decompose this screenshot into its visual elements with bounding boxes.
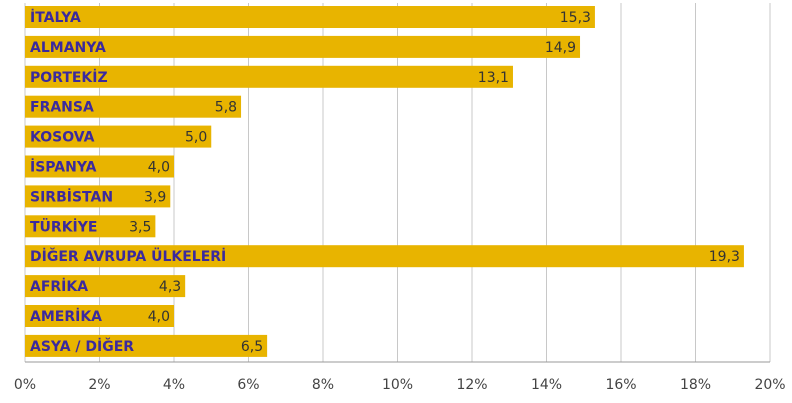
- value-label: 4,0: [148, 309, 170, 325]
- value-label: 4,0: [148, 160, 170, 176]
- x-tick-label: 10%: [382, 377, 413, 393]
- value-label: 19,3: [709, 249, 740, 265]
- bar: [25, 155, 174, 178]
- category-label: İTALYA: [30, 9, 81, 26]
- value-label: 3,5: [129, 219, 151, 235]
- value-label: 5,8: [215, 100, 237, 116]
- bar: [25, 95, 242, 118]
- bar: [25, 125, 212, 148]
- bar: [25, 275, 186, 298]
- bar: [25, 35, 581, 58]
- category-label: ASYA / DİĞER: [30, 337, 134, 355]
- value-label: 4,3: [159, 279, 181, 295]
- x-tick-label: 4%: [163, 377, 185, 393]
- x-tick-label: 14%: [531, 377, 562, 393]
- value-label: 14,9: [545, 40, 576, 56]
- bar: [25, 185, 171, 208]
- category-label: İSPANYA: [30, 159, 97, 176]
- x-tick-label: 12%: [456, 377, 487, 393]
- x-tick-label: 0%: [14, 377, 36, 393]
- category-label: TÜRKİYE: [30, 217, 97, 235]
- x-tick-label: 2%: [88, 377, 110, 393]
- bar: [25, 65, 513, 88]
- x-tick-label: 18%: [680, 377, 711, 393]
- bar: [25, 215, 156, 238]
- value-label: 6,5: [241, 339, 263, 355]
- x-tick-label: 20%: [754, 377, 785, 393]
- category-label: AFRİKA: [30, 278, 88, 295]
- value-label: 15,3: [560, 10, 591, 26]
- category-label: SIRBİSTAN: [30, 188, 113, 205]
- category-label: AMERİKA: [30, 308, 102, 325]
- bar: [25, 245, 744, 268]
- category-label: FRANSA: [30, 100, 94, 116]
- value-label: 5,0: [185, 130, 207, 146]
- x-tick-label: 8%: [312, 377, 334, 393]
- value-label: 13,1: [478, 70, 509, 86]
- x-tick-label: 6%: [237, 377, 259, 393]
- bar: [25, 6, 595, 28]
- category-label: ALMANYA: [30, 40, 106, 56]
- category-label: KOSOVA: [30, 130, 95, 146]
- x-tick-label: 16%: [605, 377, 636, 393]
- bar: [25, 334, 268, 357]
- category-label: DİĞER AVRUPA ÜLKELERİ: [30, 247, 226, 265]
- category-label: PORTEKİZ: [30, 69, 108, 86]
- value-label: 3,9: [144, 189, 166, 205]
- bar: [25, 305, 174, 327]
